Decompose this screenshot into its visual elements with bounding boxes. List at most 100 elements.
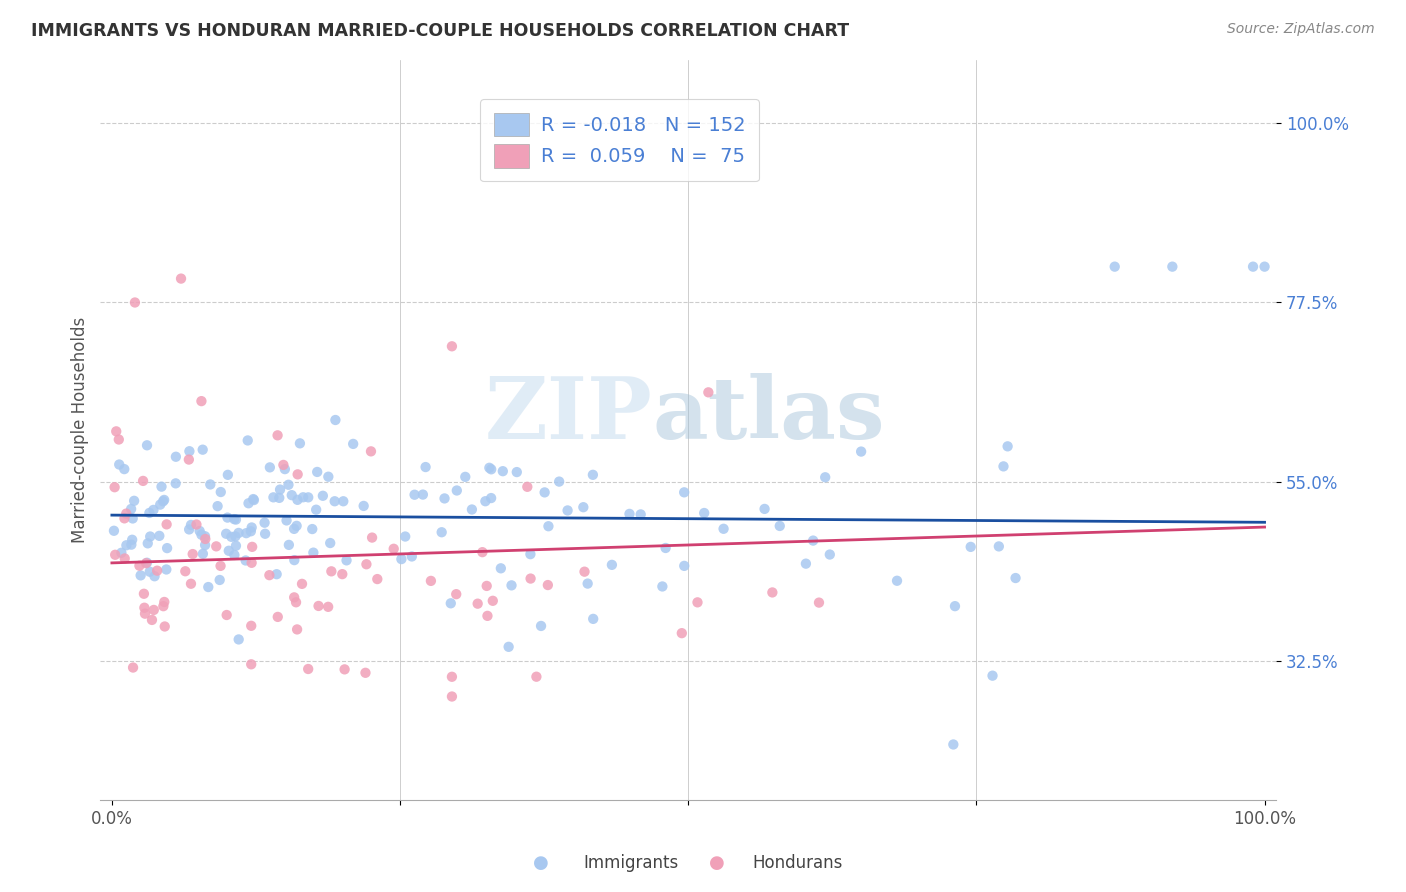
Text: atlas: atlas	[652, 373, 886, 457]
Point	[630, 508, 652, 522]
Point	[673, 485, 696, 500]
Point	[136, 438, 159, 452]
Point	[150, 480, 173, 494]
Point	[146, 564, 169, 578]
Point	[207, 499, 229, 513]
Point	[217, 510, 239, 524]
Point	[104, 548, 127, 562]
Point	[277, 477, 299, 491]
Point	[129, 568, 152, 582]
Point	[297, 491, 319, 505]
Point	[240, 556, 263, 570]
Point	[754, 502, 776, 516]
Point	[366, 572, 388, 586]
Point	[190, 394, 212, 409]
Point	[156, 541, 179, 555]
Point	[228, 632, 250, 647]
Point	[761, 585, 783, 599]
Point	[489, 561, 512, 575]
Point	[103, 524, 125, 538]
Point	[312, 489, 335, 503]
Point	[242, 492, 264, 507]
Point	[197, 580, 219, 594]
Legend: R = -0.018   N = 152, R =  0.059    N =  75: R = -0.018 N = 152, R = 0.059 N = 75	[481, 99, 759, 181]
Point	[153, 492, 176, 507]
Point	[156, 517, 179, 532]
Point	[446, 483, 468, 498]
Point	[285, 519, 308, 533]
Point	[174, 564, 197, 578]
Point	[122, 493, 145, 508]
Point	[115, 507, 138, 521]
Point	[139, 529, 162, 543]
Point	[259, 568, 281, 582]
Point	[155, 562, 177, 576]
Point	[297, 662, 319, 676]
Point	[136, 556, 159, 570]
Point	[240, 619, 263, 633]
Point	[240, 520, 263, 534]
Point	[287, 492, 309, 507]
Point	[801, 533, 824, 548]
Point	[209, 485, 232, 500]
Point	[112, 462, 135, 476]
Point	[132, 474, 155, 488]
Point	[186, 517, 208, 532]
Point	[108, 458, 131, 472]
Point	[942, 738, 965, 752]
Point	[537, 519, 560, 533]
Point	[361, 531, 384, 545]
Point	[353, 499, 375, 513]
Point	[671, 626, 693, 640]
Y-axis label: Married-couple Households: Married-couple Households	[72, 317, 89, 543]
Point	[943, 599, 966, 614]
Point	[259, 460, 281, 475]
Point	[654, 541, 676, 555]
Point	[143, 569, 166, 583]
Point	[120, 502, 142, 516]
Point	[115, 538, 138, 552]
Point	[266, 567, 288, 582]
Point	[1161, 260, 1184, 274]
Point	[228, 525, 250, 540]
Point	[287, 467, 309, 482]
Point	[673, 558, 696, 573]
Point	[269, 483, 291, 497]
Point	[394, 529, 416, 543]
Point	[276, 513, 298, 527]
Point	[316, 599, 339, 614]
Text: ●: ●	[533, 855, 550, 872]
Point	[415, 460, 437, 475]
Point	[273, 458, 295, 472]
Point	[318, 469, 340, 483]
Point	[519, 572, 541, 586]
Point	[769, 519, 792, 533]
Point	[190, 528, 212, 542]
Point	[224, 512, 246, 526]
Point	[382, 541, 405, 556]
Point	[404, 488, 426, 502]
Point	[285, 623, 308, 637]
Point	[302, 546, 325, 560]
Point	[200, 477, 222, 491]
Point	[537, 578, 560, 592]
Point	[576, 576, 599, 591]
Point	[215, 526, 238, 541]
Point	[582, 467, 605, 482]
Point	[467, 597, 489, 611]
Point	[342, 437, 364, 451]
Point	[235, 553, 257, 567]
Point	[254, 526, 277, 541]
Point	[138, 565, 160, 579]
Point	[240, 657, 263, 672]
Point	[283, 522, 305, 536]
Point	[121, 533, 143, 547]
Point	[686, 595, 709, 609]
Point	[471, 545, 494, 559]
Text: ZIP: ZIP	[485, 373, 652, 457]
Point	[807, 596, 830, 610]
Point	[240, 540, 263, 554]
Point	[262, 491, 284, 505]
Point	[266, 428, 288, 442]
Point	[177, 452, 200, 467]
